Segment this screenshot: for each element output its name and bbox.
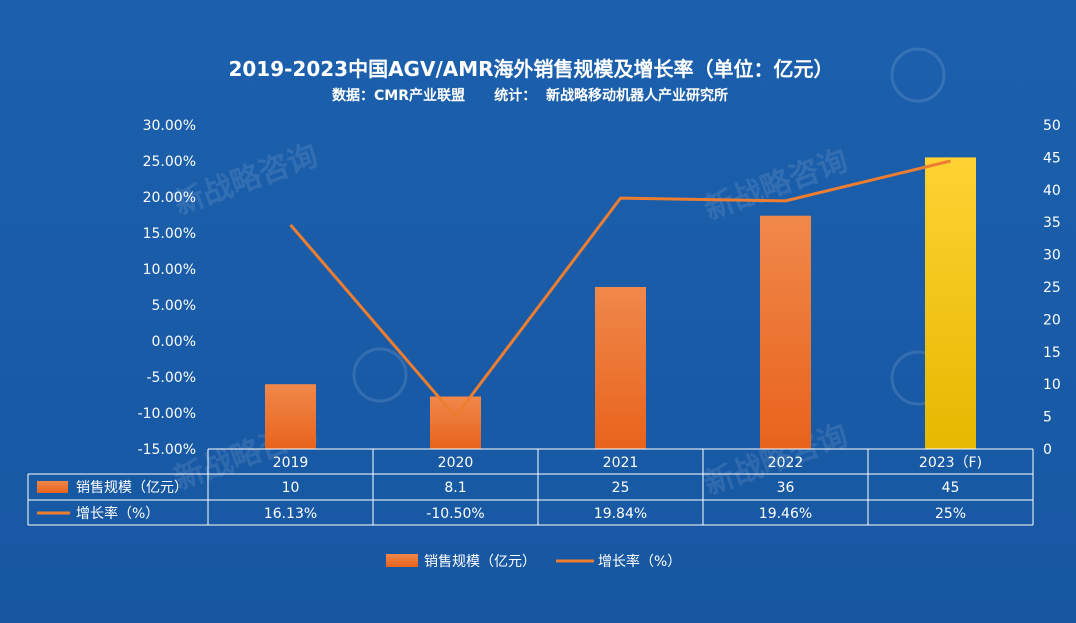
- right-tick-label: 45: [1043, 150, 1061, 166]
- left-tick-label: 10.00%: [143, 262, 196, 278]
- chart-subtitle: 数据：CMR产业联盟 统计： 新战略移动机器人产业研究所: [332, 87, 728, 104]
- bar-series: [265, 157, 976, 449]
- table-row-label: 销售规模（亿元）: [76, 480, 188, 496]
- growth-value-cell: 16.13%: [264, 506, 317, 522]
- legend-bar-swatch: [386, 554, 418, 567]
- legend-bar-label: 销售规模（亿元）: [424, 554, 536, 570]
- right-tick-label: 10: [1043, 377, 1061, 393]
- svg-text:新战略咨询: 新战略咨询: [700, 143, 853, 227]
- growth-value-cell: 19.46%: [759, 506, 812, 522]
- sales-value-cell: 45: [942, 480, 960, 496]
- growth-rate-line: [289, 159, 951, 419]
- category-label: 2020: [438, 455, 474, 471]
- left-tick-label: 0.00%: [152, 334, 196, 350]
- category-label: 2022: [768, 455, 804, 471]
- sales-value-cell: 8.1: [444, 480, 466, 496]
- sales-bar: [595, 287, 646, 449]
- legend: 销售规模（亿元） 增长率（%）: [386, 553, 681, 570]
- chart-title: 2019-2023中国AGV/AMR海外销售规模及增长率（单位：亿元）: [228, 57, 833, 81]
- category-label: 2019: [273, 455, 309, 471]
- left-tick-label: -10.00%: [138, 406, 196, 422]
- sales-bar: [265, 384, 316, 449]
- sales-value-cell: 36: [777, 480, 795, 496]
- category-label: 2021: [603, 455, 639, 471]
- right-tick-label: 35: [1043, 215, 1061, 231]
- category-label: 2023（F): [919, 455, 982, 471]
- left-tick-label: -15.00%: [138, 442, 196, 458]
- left-tick-label: 25.00%: [143, 154, 196, 170]
- left-axis-ticks: 30.00% 25.00% 20.00% 15.00% 10.00% 5.00% 0.00%…: [138, 118, 196, 458]
- sales-bar: [760, 215, 811, 449]
- right-tick-label: 0: [1043, 442, 1052, 458]
- right-tick-label: 50: [1043, 118, 1061, 134]
- left-tick-label: 5.00%: [152, 298, 196, 314]
- table-bar-swatch: [37, 481, 68, 493]
- growth-value-cell: -10.50%: [426, 506, 484, 522]
- right-tick-label: 20: [1043, 312, 1061, 328]
- left-tick-label: 20.00%: [143, 190, 196, 206]
- data-table: 2019 2020 2021 2022 2023（F) 销售规模（亿元） 增长率（%） 10 8…: [27, 448, 1034, 526]
- growth-value-cell: 19.84%: [594, 506, 647, 522]
- right-tick-label: 40: [1043, 183, 1061, 199]
- sales-value-cell: 25: [612, 480, 630, 496]
- left-tick-label: -5.00%: [146, 370, 196, 386]
- left-tick-label: 15.00%: [143, 226, 196, 242]
- left-tick-label: 30.00%: [143, 118, 196, 134]
- sales-bar: [430, 396, 481, 449]
- right-tick-label: 30: [1043, 248, 1061, 264]
- legend-line-label: 增长率（%）: [598, 553, 681, 570]
- right-tick-label: 15: [1043, 345, 1061, 361]
- table-row-label: 增长率（%）: [76, 505, 159, 522]
- svg-text:新战略咨询: 新战略咨询: [170, 138, 323, 222]
- right-tick-label: 25: [1043, 280, 1061, 296]
- right-tick-label: 5: [1043, 410, 1052, 426]
- sales-value-cell: 10: [282, 480, 300, 496]
- growth-value-cell: 25%: [935, 506, 966, 522]
- sales-bar: [925, 157, 976, 449]
